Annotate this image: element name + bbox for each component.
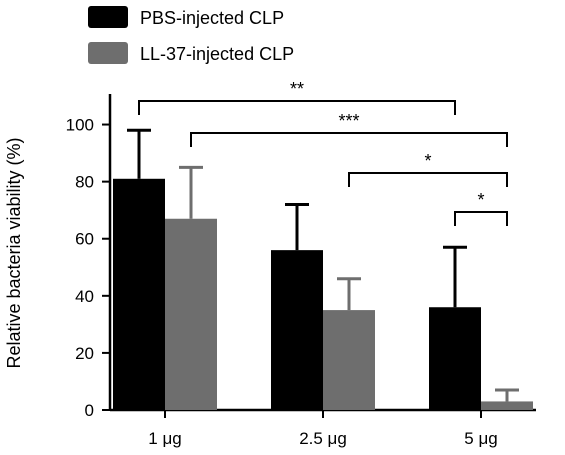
significance-label: * (477, 190, 484, 210)
significance-bracket (348, 172, 508, 187)
significance-bracket (138, 100, 456, 115)
y-tick-label: 60 (75, 230, 94, 249)
bar (113, 178, 165, 410)
significance-bracket (190, 132, 508, 147)
significance-label: ** (290, 79, 304, 99)
y-tick-label: 80 (75, 173, 94, 192)
bar (429, 307, 481, 410)
legend-swatch (88, 42, 128, 64)
significance-label: * (424, 151, 431, 171)
bar (323, 310, 375, 410)
legend: PBS-injected CLP LL-37-injected CLP (88, 6, 294, 64)
x-tick-label: 2.5 μg (299, 429, 347, 448)
y-tick-label: 40 (75, 287, 94, 306)
legend-label: PBS-injected CLP (140, 8, 284, 28)
y-axis-label: Relative bacteria viability (%) (4, 137, 24, 368)
bar (271, 250, 323, 410)
bar (481, 401, 533, 410)
legend-label: LL-37-injected CLP (140, 44, 294, 64)
significance-bracket (454, 211, 508, 226)
bar (165, 218, 217, 410)
x-tick-label: 1 μg (148, 429, 181, 448)
x-tick-label: 5 μg (464, 429, 497, 448)
legend-swatch (88, 6, 128, 28)
significance-label: *** (338, 111, 359, 131)
y-tick-label: 100 (66, 116, 94, 135)
y-tick-label: 20 (75, 344, 94, 363)
y-tick-label: 0 (85, 401, 94, 420)
